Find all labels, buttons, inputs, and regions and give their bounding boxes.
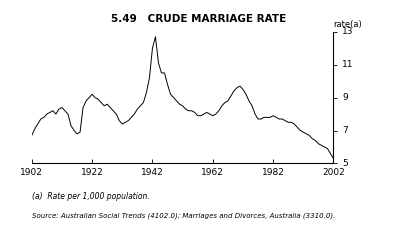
Text: (a)  Rate per 1,000 population.: (a) Rate per 1,000 population. bbox=[32, 192, 150, 201]
Text: 13: 13 bbox=[342, 27, 354, 36]
Text: rate(a): rate(a) bbox=[333, 20, 362, 29]
Text: 11: 11 bbox=[342, 60, 354, 69]
Text: 5.49   CRUDE MARRIAGE RATE: 5.49 CRUDE MARRIAGE RATE bbox=[111, 14, 286, 24]
Text: Source: Australian Social Trends (4102.0); Marriages and Divorces, Australia (33: Source: Australian Social Trends (4102.0… bbox=[32, 212, 335, 219]
Text: 9: 9 bbox=[342, 93, 348, 102]
Text: 7: 7 bbox=[342, 126, 348, 135]
Text: 5: 5 bbox=[342, 159, 348, 168]
